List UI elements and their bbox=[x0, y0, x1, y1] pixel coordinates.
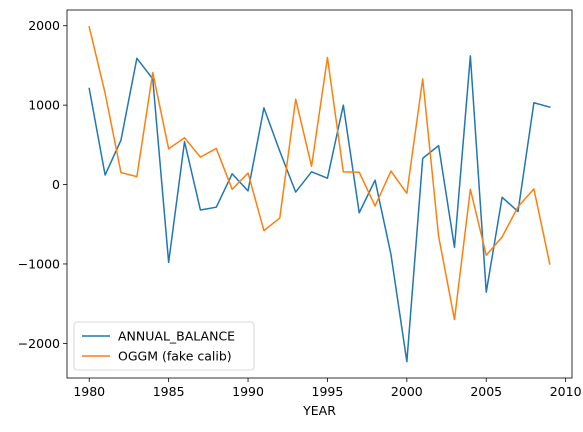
x-axis-ticks: 1980 1985 1990 1995 2000 2005 2010 bbox=[73, 378, 582, 399]
y-tick-label: −2000 bbox=[18, 336, 60, 351]
x-tick-label: 1995 bbox=[312, 384, 344, 399]
legend-box bbox=[73, 321, 255, 371]
series-line-1 bbox=[88, 55, 551, 363]
x-tick-label: 1985 bbox=[153, 384, 185, 399]
y-tick-label: 1000 bbox=[28, 98, 60, 113]
series-lines bbox=[88, 26, 551, 363]
y-axis-ticks: −2000 −1000 0 1000 2000 bbox=[18, 18, 67, 351]
series-line-2 bbox=[88, 26, 551, 321]
x-tick-label: 2000 bbox=[391, 384, 423, 399]
legend: ANNUAL_BALANCE OGGM (fake calib) bbox=[73, 321, 255, 371]
y-tick-label: −1000 bbox=[18, 256, 60, 271]
legend-entry-label: ANNUAL_BALANCE bbox=[118, 329, 235, 344]
y-tick-label: 2000 bbox=[28, 18, 60, 33]
x-tick-label: 1990 bbox=[232, 384, 264, 399]
x-tick-label: 2010 bbox=[550, 384, 582, 399]
x-axis-label: YEAR bbox=[302, 403, 336, 418]
x-tick-label: 2005 bbox=[470, 384, 502, 399]
plot-area-frame bbox=[66, 9, 573, 379]
legend-entry-label: OGGM (fake calib) bbox=[118, 349, 232, 364]
x-tick-label: 1980 bbox=[73, 384, 105, 399]
y-tick-label: 0 bbox=[52, 177, 60, 192]
